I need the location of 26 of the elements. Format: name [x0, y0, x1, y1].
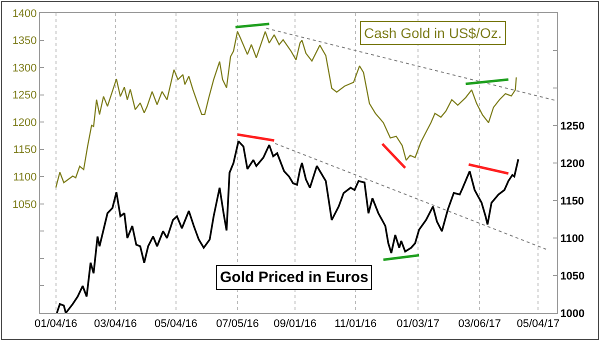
x-tick-label: 11/01/16 [334, 318, 377, 330]
x-tick-label: 01/03/17 [396, 318, 440, 330]
x-tick-label: 09/01/16 [274, 318, 316, 330]
y-tick-label: 1100 [13, 171, 37, 184]
y-tick-label: 1250 [12, 90, 37, 102]
series-label: Cash Gold in US$/Oz. [364, 25, 502, 41]
x-tick-label: 03/04/16 [94, 318, 137, 330]
line-series [56, 140, 520, 313]
y2-tick-label: 1050 [560, 270, 585, 282]
y2-tick-label: 1200 [560, 158, 585, 170]
y2-tick-label: 1250 [560, 120, 585, 132]
y2-tick-label: 1100 [560, 232, 584, 245]
y2-tick-label: 1000 [560, 308, 585, 320]
x-tick-label: 01/04/16 [34, 318, 78, 330]
y-tick-label: 1150 [13, 144, 37, 156]
y-tick-label: 1300 [12, 62, 37, 74]
x-tick-label: 03/06/17 [458, 318, 502, 330]
x-tick-label: 05/04/17 [516, 318, 560, 330]
y-tick-label: 1400 [12, 8, 37, 20]
series-label: Gold Priced in Euros [220, 269, 368, 286]
x-tick-label: 05/04/16 [154, 318, 198, 330]
y-tick-label: 1350 [12, 35, 37, 48]
y-tick-label: 1200 [12, 116, 37, 129]
y-tick-label: 1050 [12, 198, 37, 211]
y2-tick-label: 1150 [560, 195, 584, 208]
x-tick-label: 07/05/16 [216, 318, 259, 330]
